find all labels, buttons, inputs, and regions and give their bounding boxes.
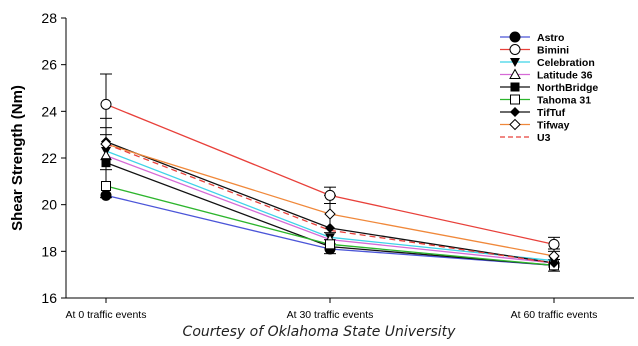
legend-label: Tahoma 31 — [537, 95, 591, 107]
data-point — [549, 258, 559, 268]
data-point — [100, 189, 112, 201]
legend-label: Tifway — [537, 120, 570, 132]
legend-label: Bimini — [537, 45, 569, 57]
data-point — [325, 239, 335, 250]
x-tick-label: At 0 traffic events — [66, 309, 147, 320]
legend-marker — [509, 68, 521, 79]
legend-item: TifTuf — [500, 107, 566, 119]
legend-marker — [510, 82, 520, 92]
legend-label: Celebration — [537, 57, 595, 69]
data-point — [100, 98, 112, 110]
shear-strength-chart: 16 18 20 22 24 26 28 At 0 traffic events At 30 t… — [9, 10, 634, 320]
legend-item: Astro — [500, 31, 564, 44]
legend-marker — [510, 58, 520, 67]
data-point — [324, 208, 336, 220]
data-point — [100, 138, 112, 150]
legend-item: Latitude 36 — [500, 68, 593, 82]
legend-marker — [510, 107, 520, 117]
y-tick-label: 24 — [41, 103, 57, 119]
data-point — [548, 238, 560, 250]
legend-label: Latitude 36 — [537, 70, 593, 82]
legend-marker — [510, 94, 520, 105]
y-tick-label: 26 — [41, 57, 57, 73]
legend-item: NorthBridge — [500, 82, 598, 94]
legend-item: U3 — [500, 132, 551, 144]
legend-item: Bimini — [500, 44, 569, 57]
legend-label: U3 — [537, 132, 551, 144]
legend-item: Celebration — [500, 57, 595, 69]
data-point — [548, 250, 560, 262]
legend-item: Tifway — [500, 118, 570, 132]
y-tick-label: 22 — [41, 150, 57, 166]
legend-label: Astro — [537, 32, 564, 44]
y-tick-label: 28 — [41, 10, 57, 26]
legend-marker — [509, 118, 521, 131]
y-tick-label: 16 — [41, 290, 57, 306]
x-tick-label: At 60 traffic events — [511, 309, 598, 320]
data-point — [101, 158, 111, 168]
y-axis-label: Shear Strength (Nm) — [9, 85, 26, 231]
legend-marker — [509, 31, 521, 43]
legend-marker — [509, 44, 521, 55]
data-point — [325, 223, 335, 233]
image-caption: Courtesy of Oklahoma State University — [182, 324, 456, 340]
x-tick-label: At 30 traffic events — [287, 309, 374, 320]
y-tick-label: 18 — [41, 243, 57, 259]
y-tick-label: 20 — [41, 197, 57, 213]
data-point — [324, 189, 336, 201]
legend-label: NorthBridge — [537, 82, 598, 94]
axes: 16 18 20 22 24 26 28 At 0 traffic events At 30 t… — [9, 10, 634, 320]
data-point — [101, 181, 111, 191]
plot-area — [100, 73, 560, 272]
legend-label: TifTuf — [537, 107, 566, 119]
legend-item: Tahoma 31 — [500, 94, 591, 107]
